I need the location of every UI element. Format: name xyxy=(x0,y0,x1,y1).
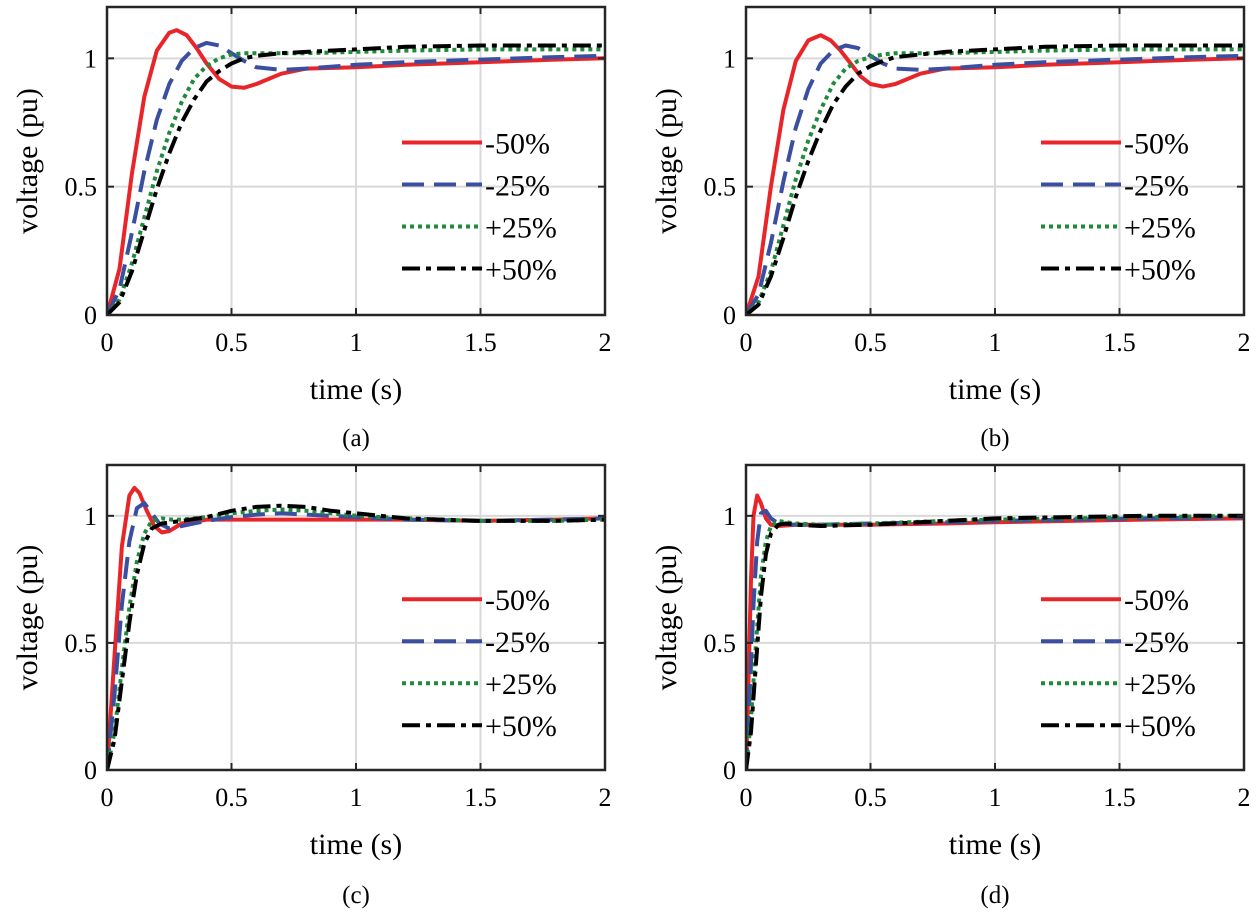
y-tick-label: 0 xyxy=(723,756,736,785)
x-tick-label: 2 xyxy=(1238,783,1251,812)
x-tick-label: 2 xyxy=(599,328,612,357)
x-tick-label: 0.5 xyxy=(854,783,887,812)
legend-label--50%: -50% xyxy=(485,128,550,161)
legend-label-+50%: +50% xyxy=(1124,254,1196,287)
x-tick-label: 1 xyxy=(989,328,1002,357)
y-axis-label: voltage (pu) xyxy=(11,545,44,691)
series-line-+25% xyxy=(107,47,605,315)
x-axis-label: time (s) xyxy=(949,828,1041,861)
y-tick-label: 1 xyxy=(84,502,97,531)
x-axis-label: time (s) xyxy=(310,373,402,406)
x-axis-label: time (s) xyxy=(310,828,402,861)
series-line-+25% xyxy=(107,507,605,770)
x-tick-label: 1.5 xyxy=(464,328,497,357)
chart-panel-0: 0 0.5 1 1.5 2 0 0.5 1 time (s) voltage (pu) (a) -50… xyxy=(11,5,612,452)
series-line-+50% xyxy=(107,503,605,770)
series-line-+50% xyxy=(746,43,1244,315)
series-line-+50% xyxy=(746,513,1244,770)
series-line--25% xyxy=(107,40,605,315)
legend-label--25%: -25% xyxy=(485,626,550,659)
legend-label-+50%: +50% xyxy=(485,710,557,743)
x-tick-label: 1.5 xyxy=(1103,783,1136,812)
x-tick-label: 0 xyxy=(740,783,753,812)
x-tick-label: 0 xyxy=(101,328,114,357)
series-line--50% xyxy=(746,33,1244,315)
y-tick-label: 0 xyxy=(84,301,97,330)
x-tick-label: 0 xyxy=(101,783,114,812)
legend-label-+25%: +25% xyxy=(485,668,557,701)
x-tick-label: 1 xyxy=(350,328,363,357)
y-axis-label: voltage (pu) xyxy=(11,88,44,234)
y-tick-label: 0.5 xyxy=(704,629,737,658)
x-tick-label: 2 xyxy=(1238,328,1251,357)
x-tick-label: 1.5 xyxy=(464,783,497,812)
panel-caption: (d) xyxy=(980,882,1009,909)
y-tick-label: 0 xyxy=(723,301,736,330)
series-line--25% xyxy=(746,43,1244,315)
y-axis-label: voltage (pu) xyxy=(650,545,683,691)
x-tick-label: 1 xyxy=(989,783,1002,812)
x-tick-label: 0.5 xyxy=(215,783,248,812)
y-tick-label: 0 xyxy=(84,756,97,785)
series-line-+25% xyxy=(746,47,1244,315)
legend-label--25%: -25% xyxy=(1124,170,1189,203)
panel-caption: (a) xyxy=(342,425,370,452)
x-tick-label: 1 xyxy=(350,783,363,812)
x-tick-label: 0.5 xyxy=(215,328,248,357)
panel-caption: (b) xyxy=(980,425,1009,452)
panel-caption: (c) xyxy=(342,882,370,909)
series-line--50% xyxy=(107,28,605,315)
y-tick-label: 1 xyxy=(84,44,97,73)
chart-panel-1: 0 0.5 1 1.5 2 0 0.5 1 time (s) voltage (pu) (b) -50… xyxy=(650,5,1251,452)
x-axis-label: time (s) xyxy=(949,373,1041,406)
y-tick-label: 0.5 xyxy=(65,173,98,202)
legend-label--50%: -50% xyxy=(1124,128,1189,161)
legend-label--50%: -50% xyxy=(485,584,550,617)
y-tick-label: 1 xyxy=(723,44,736,73)
chart-panel-3: 0 0.5 1 1.5 2 0 0.5 1 time (s) voltage (pu) (d) -50… xyxy=(650,463,1251,909)
y-tick-label: 0.5 xyxy=(704,173,737,202)
legend-label-+25%: +25% xyxy=(485,212,557,245)
y-axis-label: voltage (pu) xyxy=(650,88,683,234)
legend-label-+25%: +25% xyxy=(1124,668,1196,701)
legend-label--25%: -25% xyxy=(485,170,550,203)
y-tick-label: 1 xyxy=(723,502,736,531)
legend-label-+50%: +50% xyxy=(485,254,557,287)
x-tick-label: 0.5 xyxy=(854,328,887,357)
x-tick-label: 0 xyxy=(740,328,753,357)
x-tick-label: 2 xyxy=(599,783,612,812)
series-line--25% xyxy=(107,501,605,770)
legend-label-+25%: +25% xyxy=(1124,212,1196,245)
x-tick-label: 1.5 xyxy=(1103,328,1136,357)
y-tick-label: 0.5 xyxy=(65,629,98,658)
legend-label--25%: -25% xyxy=(1124,626,1189,659)
chart-panel-2: 0 0.5 1 1.5 2 0 0.5 1 time (s) voltage (pu) (c) -50… xyxy=(11,463,612,909)
legend-label--50%: -50% xyxy=(1124,584,1189,617)
legend-label-+50%: +50% xyxy=(1124,710,1196,743)
